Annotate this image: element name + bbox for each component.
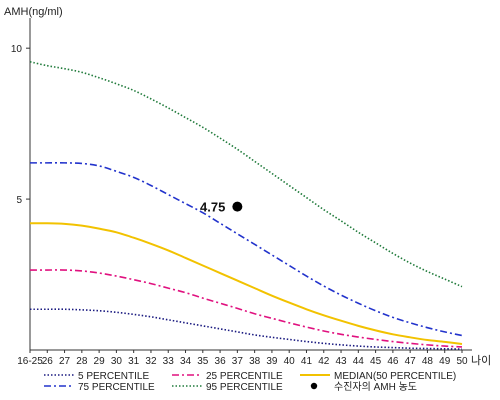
- x-tick-label: 33: [163, 356, 175, 367]
- y-tick-label: 5: [16, 195, 22, 206]
- x-tick-label: 45: [370, 356, 382, 367]
- points-layer: 4.75: [200, 200, 243, 215]
- x-tick-label: 50: [456, 356, 468, 367]
- x-tick-label: 32: [145, 356, 157, 367]
- x-tick-label: 41: [301, 356, 313, 367]
- legend-label: 25 PERCENTILE: [206, 371, 283, 382]
- legend-label: 수진자의 AMH 농도: [334, 381, 417, 393]
- legend-label: 75 PERCENTILE: [78, 382, 155, 393]
- x-tick-label: 43: [335, 356, 347, 367]
- x-tick-label: 38: [249, 356, 261, 367]
- y-axis-label: AMH(ng/ml): [4, 6, 63, 18]
- x-tick-label: 29: [94, 356, 106, 367]
- y-tick-label: 10: [11, 44, 23, 55]
- axes: AMH(ng/ml) 나이: [4, 6, 491, 367]
- x-tick-label: 42: [318, 356, 330, 367]
- legend-label: 5 PERCENTILE: [78, 371, 149, 382]
- y-ticks: 5 10: [11, 44, 30, 206]
- x-tick-label: 39: [266, 356, 278, 367]
- legend: 5 PERCENTILE 25 PERCENTILE MEDIAN(50 PERCE…: [44, 371, 456, 393]
- x-tick-label: 28: [76, 356, 88, 367]
- series-line: [30, 269, 463, 348]
- x-tick-label: 46: [387, 356, 399, 367]
- x-tick-label: 30: [111, 356, 123, 367]
- x-tick-label: 47: [405, 356, 417, 367]
- legend-label: 95 PERCENTILE: [206, 382, 283, 393]
- x-tick-label: 40: [284, 356, 296, 367]
- legend-label: MEDIAN(50 PERCENTILE): [334, 371, 456, 382]
- patient-amh-value-label: 4.75: [200, 200, 225, 215]
- x-tick-label: 31: [128, 356, 140, 367]
- x-tick-label: 16-25: [17, 356, 43, 367]
- x-tick-label: 49: [439, 356, 451, 367]
- x-tick-label: 48: [422, 356, 434, 367]
- series-line: [29, 308, 463, 350]
- series-line: [29, 162, 463, 337]
- x-tick-label: 44: [353, 356, 365, 367]
- x-axis-label: 나이: [471, 354, 491, 367]
- series-line: [29, 222, 463, 345]
- series-layer: [29, 60, 463, 350]
- patient-amh-marker: [232, 201, 243, 212]
- x-tick-label: 36: [215, 356, 227, 367]
- legend-marker: [310, 382, 318, 390]
- x-tick-label: 34: [180, 356, 192, 367]
- x-tick-label: 35: [197, 356, 209, 367]
- x-tick-label: 27: [59, 356, 71, 367]
- x-tick-label: 37: [232, 356, 244, 367]
- x-tick-label: 26: [42, 356, 54, 367]
- series-line: [29, 60, 463, 288]
